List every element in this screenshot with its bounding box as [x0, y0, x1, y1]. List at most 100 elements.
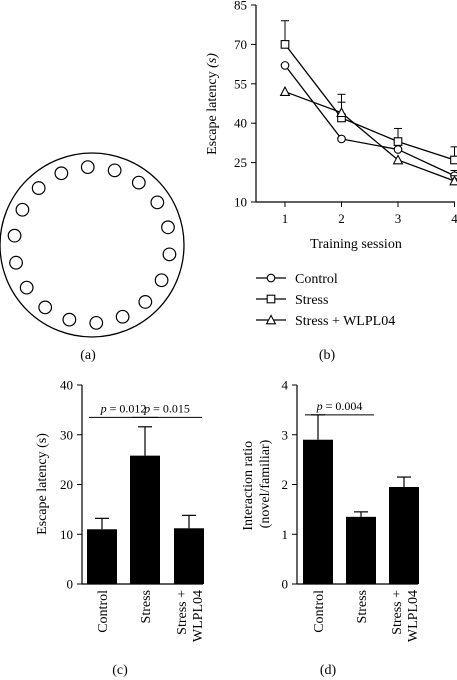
panel-label-d: (d)	[320, 663, 337, 678]
b-point	[337, 134, 346, 144]
d-category-label: Stress +WLPL04	[390, 590, 421, 642]
c-y-tick-label: 0	[67, 577, 74, 592]
c-bars	[87, 426, 204, 584]
maze-hole	[138, 295, 153, 309]
maze-hole	[62, 312, 77, 327]
b-series-circle	[280, 61, 457, 181]
d-p-symbol: p	[316, 399, 323, 413]
d-y-ticks: 0 1 2 3 4	[282, 378, 297, 592]
c-category-label: Stress +WLPL04	[175, 590, 206, 642]
b-point	[336, 106, 347, 118]
maze-hole	[80, 160, 95, 175]
c-bar	[87, 529, 117, 584]
c-p-number: = 0.015	[150, 401, 190, 415]
d-y-tick-label: 0	[282, 577, 289, 592]
b-point	[450, 155, 457, 165]
b-point	[392, 154, 404, 165]
maze-hole	[15, 202, 30, 217]
b-series	[279, 20, 457, 186]
panel-label-a: (a)	[80, 348, 96, 363]
panel-b: 10 25 40 55 70 85 1 2 3 4 Training session Escap…	[205, 0, 457, 363]
c-y-tick-label: 40	[60, 378, 73, 393]
c-bar	[130, 455, 160, 584]
b-point	[393, 137, 403, 146]
c-y-tick-label: 10	[60, 527, 73, 542]
b-series-line	[284, 91, 455, 182]
b-y-tick-label: 25	[234, 155, 247, 170]
b-series-square	[280, 20, 457, 165]
c-category-label-line: Control	[96, 590, 111, 633]
b-point	[393, 145, 403, 154]
c-bar	[174, 528, 204, 584]
d-y-axis-label: Interaction ratio (novel/familiar)	[241, 437, 273, 530]
b-legend-label: Control	[295, 272, 338, 287]
c-y-tick-label: 30	[60, 427, 73, 442]
b-x-ticks: 1 2 3 4	[282, 202, 457, 226]
d-y-tick-label: 2	[282, 477, 289, 492]
d-y-tick-label: 3	[282, 427, 289, 442]
c-category-label: Control	[96, 590, 111, 633]
b-legend-label: Stress	[295, 293, 328, 308]
maze-hole	[89, 315, 104, 330]
b-legend: Control Stress Stress + WLPL04	[256, 272, 395, 329]
c-category-label-line: Stress	[139, 590, 154, 623]
d-category-label: Control	[312, 590, 327, 633]
d-p-number: = 0.004	[323, 399, 363, 413]
b-y-axis-label: Escape latency (s)	[205, 53, 220, 155]
maze-hole	[115, 309, 130, 324]
b-point	[280, 40, 290, 49]
maze-hole	[7, 228, 22, 243]
c-y-tick-label: 20	[60, 477, 73, 492]
maze-hole	[107, 163, 122, 178]
b-y-tick-label: 55	[234, 76, 247, 91]
c-category-label-line: Stress +	[175, 590, 190, 635]
d-category-label-line: WLPL04	[406, 590, 421, 642]
b-point	[279, 85, 291, 97]
d-category-label: Stress	[355, 590, 370, 623]
d-bar	[346, 516, 376, 584]
b-legend-marker	[266, 294, 276, 304]
maze-hole	[154, 273, 169, 288]
d-category-label-line: Control	[312, 590, 327, 633]
c-y-axis-label: Escape latency (s)	[35, 433, 50, 535]
b-point	[280, 61, 290, 70]
d-y-axis-label-line2: (novel/familiar)	[258, 439, 273, 528]
d-category-labels: Control Stress Stress +WLPL04	[312, 590, 421, 642]
maze-hole	[161, 220, 175, 235]
b-y-tick-label: 70	[234, 37, 247, 52]
d-bar	[389, 486, 419, 584]
b-legend-label: Stress + WLPL04	[295, 314, 395, 329]
maze-hole	[31, 181, 46, 195]
b-series-line	[284, 65, 455, 177]
d-category-label-line: Stress	[355, 590, 370, 623]
b-y-tick-label: 85	[234, 0, 247, 13]
b-y-axis-label-text: Escape latency	[205, 71, 220, 155]
b-x-axis-label: Training session	[310, 237, 402, 252]
b-y-ticks: 10 25 40 55 70 85	[234, 0, 256, 210]
d-p-value-label: p = 0.004	[316, 399, 363, 413]
c-p-value-label: p = 0.015	[143, 401, 190, 415]
d-y-tick-label: 1	[282, 527, 289, 542]
b-legend-marker	[266, 273, 276, 283]
b-x-tick-label: 4	[451, 211, 457, 226]
c-p-value-label: p = 0.012	[100, 401, 147, 415]
d-bars	[303, 414, 419, 584]
d-y-axis-label-line1: Interaction ratio	[241, 441, 256, 531]
c-p-symbol: p	[143, 401, 150, 415]
maze-outline	[0, 152, 185, 338]
b-series-triangle	[279, 85, 457, 186]
maze-hole	[38, 300, 53, 315]
d-category-label-line: Stress +	[390, 590, 405, 635]
d-y-tick-label: 4	[282, 378, 289, 393]
b-legend-marker	[265, 314, 277, 325]
b-y-tick-label: 40	[234, 116, 247, 131]
maze-holes	[7, 160, 177, 330]
maze-hole	[54, 166, 69, 181]
c-category-label-line: WLPL04	[191, 590, 206, 642]
panel-label-b: (b)	[319, 348, 336, 363]
d-brackets: p = 0.004	[305, 399, 374, 416]
c-p-symbol: p	[100, 401, 107, 415]
b-x-tick-label: 2	[338, 211, 345, 226]
